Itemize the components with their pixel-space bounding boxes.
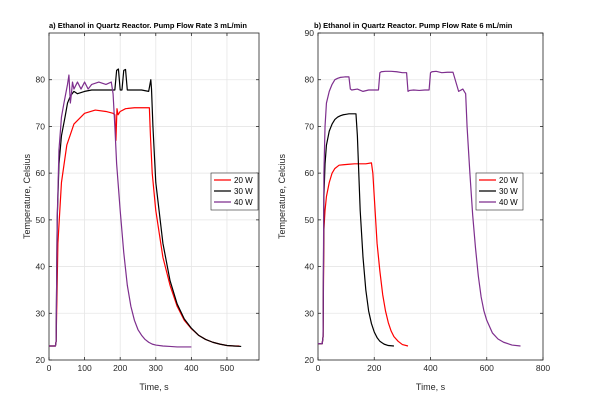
legend-label: 30 W [234, 187, 253, 196]
x-tick-label: 400 [423, 363, 437, 373]
y-tick-label: 50 [36, 215, 46, 225]
chart-panel-a: 0 100 200 300 400 500 20 30 40 50 60 70 80 a) Ethanol… [22, 21, 260, 392]
x-tick-label: 600 [480, 363, 494, 373]
y-axis-label: Temperature, Celsius [22, 153, 32, 239]
y-tick-label: 40 [36, 262, 46, 272]
x-tick-label: 100 [77, 363, 91, 373]
legend-label: 20 W [499, 176, 518, 185]
y-tick-label: 70 [305, 121, 315, 131]
x-tick-label: 400 [184, 363, 198, 373]
legend-label: 30 W [499, 187, 518, 196]
legend-label: 40 W [499, 198, 518, 207]
y-tick-label: 80 [36, 75, 46, 85]
y-tick-label: 80 [305, 75, 315, 85]
chart-title: b) Ethanol in Quartz Reactor. Pump Flow … [314, 21, 513, 30]
series-line-30w [318, 113, 394, 347]
x-tick-label: 200 [367, 363, 381, 373]
y-tick-label: 30 [36, 308, 46, 318]
y-tick-label: 40 [305, 262, 315, 272]
series-line-40w [318, 70, 521, 347]
y-axis-label: Temperature, Celcius [277, 153, 287, 239]
y-tick-label: 20 [36, 355, 46, 365]
x-tick-label: 300 [149, 363, 163, 373]
chart-panel-b: 0 200 400 600 800 20 30 40 50 60 70 80 90b) Ethanol … [277, 21, 550, 392]
x-tick-label: 0 [316, 363, 321, 373]
x-tick-label: 0 [47, 363, 52, 373]
x-axis-label: Time, s [139, 382, 169, 392]
x-tick-label: 200 [113, 363, 127, 373]
y-tick-label: 90 [305, 28, 315, 38]
x-axis-label: Time, s [416, 382, 446, 392]
y-tick-label: 30 [305, 308, 315, 318]
y-tick-label: 70 [36, 121, 46, 131]
x-tick-label: 800 [536, 363, 550, 373]
axes-frame [48, 32, 260, 361]
x-tick-label: 500 [220, 363, 234, 373]
y-tick-label: 50 [305, 215, 315, 225]
series-line-30w [49, 68, 242, 348]
legend-label: 20 W [234, 176, 253, 185]
legend-label: 40 W [234, 198, 253, 207]
y-tick-label: 60 [36, 168, 46, 178]
series-line-20w [318, 162, 409, 347]
y-tick-label: 60 [305, 168, 315, 178]
y-tick-label: 20 [305, 355, 315, 365]
series-line-40w [49, 74, 192, 348]
chart-title: a) Ethanol in Quartz Reactor. Pump Flow … [49, 21, 247, 30]
